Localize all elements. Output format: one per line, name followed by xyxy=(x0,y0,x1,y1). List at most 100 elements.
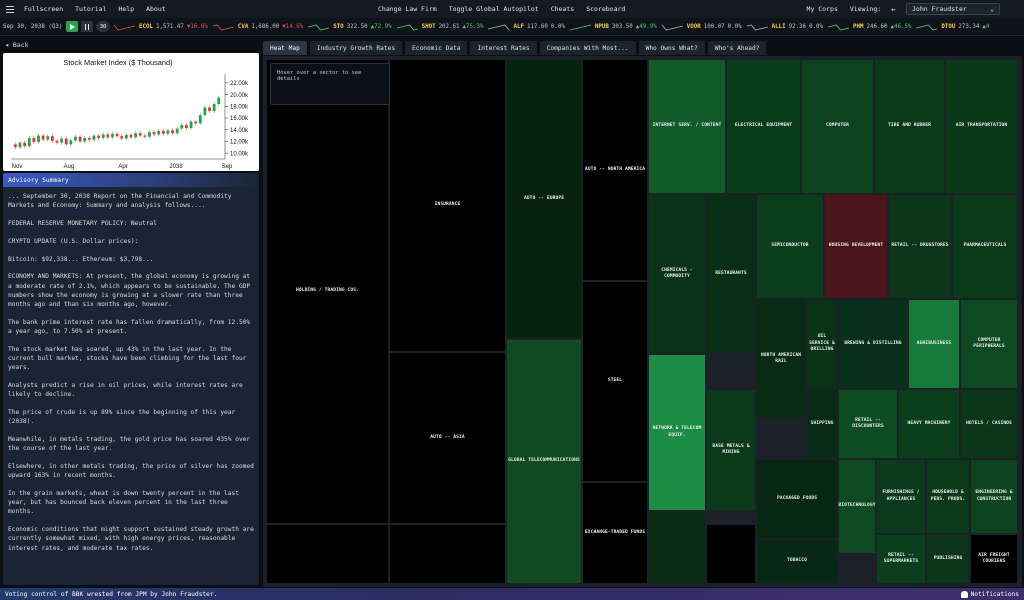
heatmap-cell[interactable]: INSURANCE xyxy=(389,59,506,352)
heatmap-cell[interactable]: RETAIL -- DISCOUNTERS xyxy=(838,389,898,459)
heatmap-cell[interactable]: TIRE AND RUBBER xyxy=(874,59,945,194)
speed-indicator[interactable]: 30 xyxy=(96,21,110,32)
heatmap-cell[interactable]: AUTO -- NORTH AMERICA xyxy=(582,59,648,281)
ticker-item[interactable]: ECOL 1,571.47 ▼16.6% xyxy=(114,23,208,31)
back-arrow-icon[interactable]: ← xyxy=(891,4,896,14)
tab-who-s-ahead[interactable]: Who's Ahead? xyxy=(707,41,767,55)
x-tick-label: Sep xyxy=(222,164,233,170)
status-message: Voting control of BBK wrested from JPM b… xyxy=(5,590,218,598)
play-button[interactable] xyxy=(66,21,78,32)
menu-change-law-firm[interactable]: Change Law Firm xyxy=(378,5,437,13)
heatmap-cell[interactable]: EXCHANGE-TRADED FUNDS xyxy=(582,482,648,584)
ticker-symbol: STO xyxy=(333,23,344,30)
heatmap-cell[interactable]: NORTH AMERICAN RAIL xyxy=(756,299,806,419)
candle xyxy=(97,135,100,138)
heatmap-cell[interactable]: STEEL xyxy=(582,281,648,482)
heatmap-cell[interactable]: RETAIL -- DRUGSTORES xyxy=(888,194,952,299)
heatmap-cell[interactable] xyxy=(389,524,506,584)
viewing-select[interactable]: John Fraudster ⌄ xyxy=(906,3,1000,15)
heatmap-cell[interactable]: PHARMACEUTICALS xyxy=(952,194,1018,299)
heatmap-cell[interactable]: HOUSEHOLD & PERS. PRODS. xyxy=(926,459,970,534)
menu-toggle-autopilot[interactable]: Toggle Global Autopilot xyxy=(448,5,539,13)
sparkline xyxy=(114,24,136,30)
sparkline xyxy=(488,24,510,30)
heatmap-cell[interactable]: RESTAURANTS xyxy=(706,194,756,354)
stock-index-chart: Stock Market Index ($ Thousand) 22.00k 20.… xyxy=(3,53,259,171)
heatmap-cell[interactable]: NETWORK & TELECOM EQUIP. xyxy=(648,354,706,511)
heatmap-cell[interactable]: AUTO -- EUROPE xyxy=(506,59,582,339)
heatmap-cell[interactable]: PACKAGED FOODS xyxy=(756,459,838,539)
heatmap-cell[interactable] xyxy=(266,524,389,584)
heatmap-cell[interactable]: FURNISHINGS / APPLIANCES xyxy=(876,459,926,534)
heatmap-cell[interactable]: HOUSING DEVELOPMENT xyxy=(824,194,888,299)
candle xyxy=(60,138,63,143)
ticker-item[interactable]: DTOU 273.34 ▲4 xyxy=(916,23,989,31)
heatmap-cell[interactable] xyxy=(648,511,706,584)
heatmap-cell[interactable]: TOBACCO xyxy=(756,539,838,584)
ticker-item[interactable]: NPUB 303.50 ▲49.9% xyxy=(569,23,657,31)
ticker-item[interactable]: VOOR 100.07 0.0% xyxy=(661,23,742,31)
advisory-paragraph: CRYPTO UPDATE (U.S. Dollar prices): xyxy=(8,237,139,245)
heatmap-cell[interactable]: AGRIBUSINESS xyxy=(908,299,960,389)
game-date: Sep 30, 2038 (Q3) xyxy=(3,23,63,30)
ticker-change: ▲4 xyxy=(982,23,990,30)
heatmap-cell[interactable]: COMPUTER PERIPHERALS xyxy=(960,299,1018,389)
advisory-paragraph: Bitcoin: $92,338... Ethereum: $3,798... xyxy=(8,255,154,263)
candle xyxy=(18,142,22,148)
menu-fullscreen[interactable]: Fullscreen xyxy=(24,5,64,13)
menu-tutorial[interactable]: Tutorial xyxy=(75,5,107,13)
tab-industry-growth-rates[interactable]: Industry Growth Rates xyxy=(309,41,403,55)
heatmap-cell[interactable]: BREWING & DISTILLING xyxy=(838,299,908,389)
heatmap-cell[interactable]: ELECTRICAL EQUIPMENT xyxy=(726,59,801,194)
heatmap-cell[interactable]: ENGINEERING & CONSTRUCTION xyxy=(970,459,1018,534)
ticker-item[interactable]: PHM 246.60 ▲46.5% xyxy=(828,23,911,31)
tab-heat-map[interactable]: Heat Map xyxy=(263,41,307,55)
x-tick-label: Apr xyxy=(118,164,127,170)
candle xyxy=(14,144,17,148)
heatmap-cell[interactable]: AUTO -- ASIA xyxy=(389,352,506,524)
ticker-item[interactable]: ALLI 92.36 0.0% xyxy=(746,23,823,31)
candle xyxy=(194,121,198,124)
tab-economic-data[interactable]: Economic Data xyxy=(405,41,468,55)
candle xyxy=(78,136,82,142)
heatmap-cell[interactable] xyxy=(706,524,756,584)
heatmap-cell[interactable]: BASE METALS & MINING xyxy=(706,389,756,511)
ticker-item[interactable]: ALF 117.60 0.0% xyxy=(488,23,565,31)
notifications-button[interactable]: Notifications xyxy=(960,590,1019,598)
menu-scoreboard[interactable]: Scoreboard xyxy=(586,5,626,13)
heatmap-cell[interactable]: GLOBAL TELECOMMUNICATIONS xyxy=(506,339,582,584)
back-button[interactable]: ◂ Back xyxy=(5,41,29,49)
ticker-price: 202.61 xyxy=(438,23,460,30)
hamburger-icon[interactable] xyxy=(0,5,18,13)
heatmap-cell[interactable]: SEMICONDUCTOR xyxy=(756,194,824,299)
heatmap-cell[interactable]: HEAVY MACHINERY xyxy=(898,389,960,459)
heatmap-cell[interactable]: PUBLISHING xyxy=(926,534,970,584)
pause-button[interactable] xyxy=(81,21,93,32)
menu-help[interactable]: Help xyxy=(118,5,135,13)
heatmap-cell[interactable]: BIOTECHNOLOGY xyxy=(838,459,876,554)
menu-about[interactable]: About xyxy=(146,5,166,13)
menu-cheats[interactable]: Cheats xyxy=(550,5,575,13)
heatmap-cell[interactable]: HOTELS / CASINOS xyxy=(960,389,1018,459)
heatmap-cell[interactable]: CHEMICALS - COMMODITY xyxy=(648,194,706,354)
my-corps-button[interactable]: My Corps xyxy=(806,5,838,13)
ticker-item[interactable]: STO 322.50 ▲72.9% xyxy=(308,23,392,31)
heatmap-cell[interactable]: COMPUTER xyxy=(801,59,874,194)
tab-companies-with-most[interactable]: Companies With Most... xyxy=(539,41,636,55)
tab-who-owns-what[interactable]: Who Owns What? xyxy=(638,41,705,55)
ticker-item[interactable]: SHOT 202.61 ▲75.3% xyxy=(396,23,483,31)
tab-interest-rates[interactable]: Interest Rates xyxy=(470,41,537,55)
heatmap-cell[interactable]: AIR TRANSPORTATION xyxy=(945,59,1018,194)
heatmap-cell[interactable]: OIL SERVICE & DRILLING xyxy=(806,299,838,389)
heatmap-cell[interactable]: RETAIL -- SUPERMARKETS xyxy=(876,534,926,584)
heatmap-cell[interactable]: INTERNET SERV. / CONTENT xyxy=(648,59,726,194)
ticker-item[interactable]: CVA 1,686.00 ▼14.6% xyxy=(212,23,303,31)
candle xyxy=(148,132,151,137)
heatmap-cell[interactable]: AIR FREIGHT COURIERS xyxy=(970,534,1018,584)
candle xyxy=(129,135,133,138)
left-panel: ◂ Back Stock Market Index ($ Thousand) 22… xyxy=(0,36,262,588)
heatmap-cell[interactable]: HOLDING / TRADING COS. xyxy=(266,59,389,524)
ticker-price: 273.34 xyxy=(958,23,980,30)
chart-title: Stock Market Index ($ Thousand) xyxy=(63,58,172,67)
heatmap-cell[interactable]: SHIPPING xyxy=(806,389,838,459)
